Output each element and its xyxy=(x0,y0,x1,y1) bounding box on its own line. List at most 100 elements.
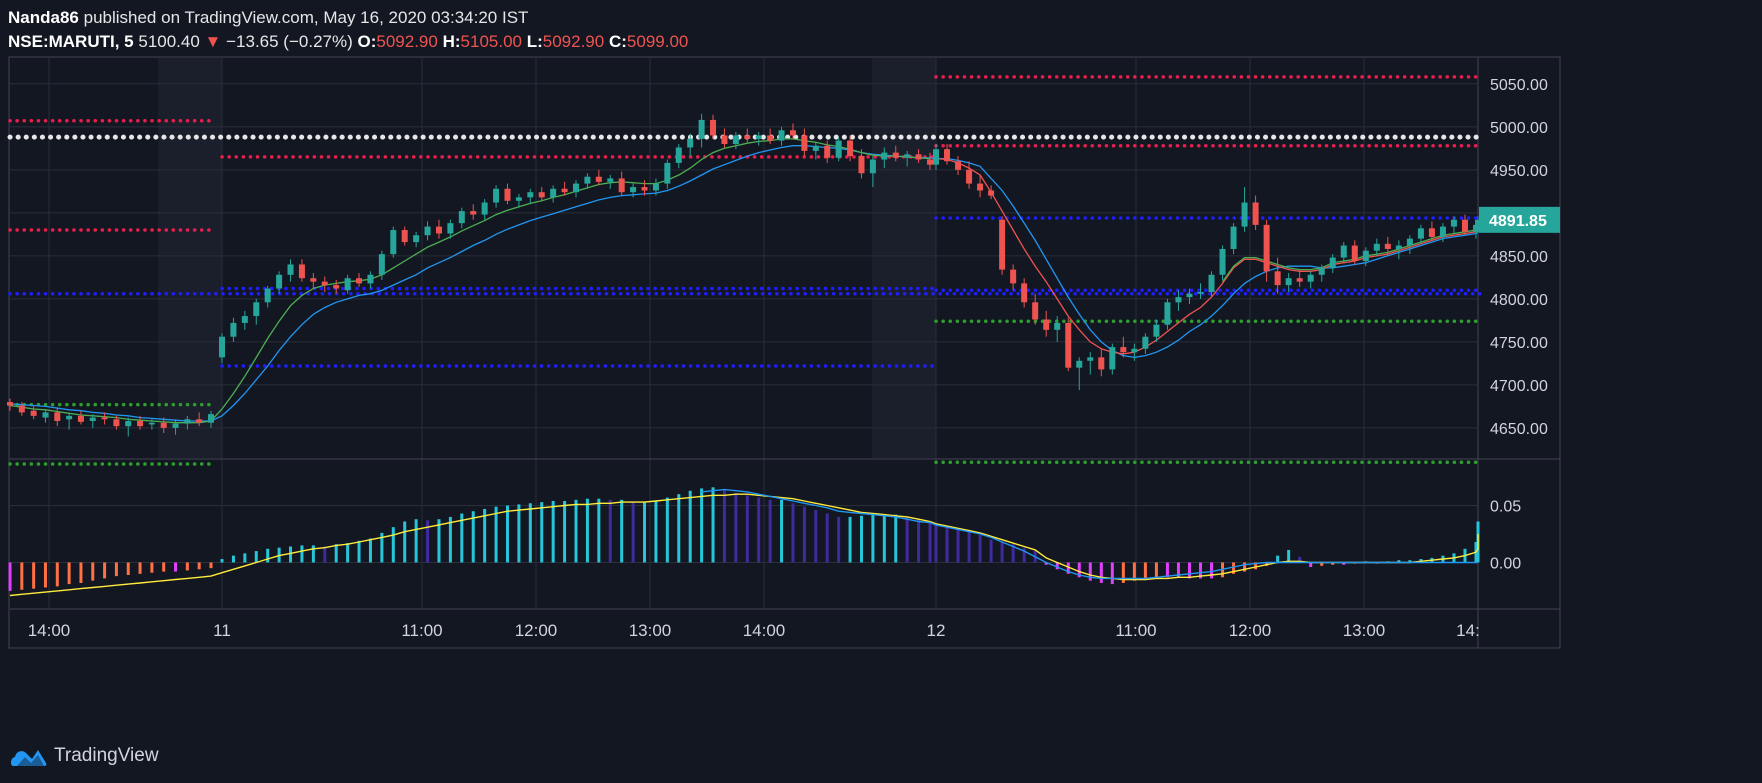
candle-body xyxy=(1208,274,1215,292)
candle-body xyxy=(858,156,865,174)
histogram-bar xyxy=(768,499,772,563)
histogram-bar xyxy=(1342,562,1346,565)
published-text: published on TradingView.com, May 16, 20… xyxy=(83,8,529,27)
histogram-bar xyxy=(20,562,24,590)
histogram-bar xyxy=(231,555,235,563)
candle-body xyxy=(321,281,328,286)
histogram-bar xyxy=(1143,562,1147,579)
candle-body xyxy=(1109,347,1116,370)
histogram-bar xyxy=(1165,562,1169,578)
histogram-bar xyxy=(643,502,647,563)
candle-body xyxy=(1076,360,1083,368)
histogram-bar xyxy=(1176,562,1180,578)
candle-body xyxy=(276,274,283,289)
histogram-bar xyxy=(945,526,949,563)
histogram-bar xyxy=(928,521,932,563)
candle-body xyxy=(1032,302,1039,320)
candle-body xyxy=(595,176,602,182)
histogram-bar xyxy=(734,493,738,563)
histogram-bar xyxy=(528,503,532,563)
candle-body xyxy=(230,322,237,337)
histogram-bar xyxy=(917,519,921,563)
candle-body xyxy=(527,192,534,198)
candle-body xyxy=(933,149,939,165)
candle-body xyxy=(1318,267,1325,275)
histogram-bar xyxy=(1022,547,1026,563)
candle-body xyxy=(550,188,557,198)
candle-body xyxy=(755,135,762,139)
osc-tick-label: 0.00 xyxy=(1490,555,1521,572)
session-shade xyxy=(158,58,222,458)
histogram-bar xyxy=(620,499,624,563)
chart-header: Nanda86 published on TradingView.com, Ma… xyxy=(8,6,688,54)
histogram-bar xyxy=(185,562,189,571)
histogram-bar xyxy=(483,508,487,563)
candle-body xyxy=(1230,226,1237,249)
time-tick-label: 12 xyxy=(927,621,946,640)
histogram-bar xyxy=(403,521,407,563)
candle-body xyxy=(208,414,214,423)
candle-body xyxy=(184,419,191,424)
price-tick-label: 5050.00 xyxy=(1490,77,1548,94)
price-tick-label: 4750.00 xyxy=(1490,335,1548,352)
candle-body xyxy=(1219,248,1226,275)
candle-body xyxy=(904,154,911,158)
candle-body xyxy=(1175,297,1182,303)
candle-body xyxy=(424,226,431,236)
time-tick-label: 14:00 xyxy=(743,621,786,640)
histogram-bar xyxy=(791,503,795,563)
candle-body xyxy=(732,135,739,145)
histogram-bar xyxy=(32,562,36,589)
price-tick-label: 4650.00 xyxy=(1490,421,1548,438)
candle-body xyxy=(944,149,951,162)
candle-body xyxy=(1450,219,1457,227)
histogram-bar xyxy=(1066,562,1070,574)
histogram-bar xyxy=(837,516,841,563)
candle-body xyxy=(652,183,659,191)
histogram-bar xyxy=(346,543,350,563)
histogram-bar xyxy=(197,562,201,570)
time-tick-label: 11:00 xyxy=(1115,621,1156,640)
candle-body xyxy=(101,417,108,420)
candle-body xyxy=(561,188,568,193)
candle-body xyxy=(675,147,682,163)
candle-body xyxy=(77,415,84,422)
histogram-bar xyxy=(688,490,692,563)
high-value: 5105.00 xyxy=(460,32,522,51)
histogram-bar xyxy=(8,562,12,591)
histogram-bar xyxy=(814,510,818,563)
candle-body xyxy=(435,226,442,234)
candle-body xyxy=(1054,322,1061,330)
candle-body xyxy=(1087,357,1094,361)
candle-body xyxy=(1351,245,1358,262)
time-tick-label: 11:00 xyxy=(401,621,442,640)
candle-body xyxy=(927,159,933,165)
histogram-bar xyxy=(825,513,829,563)
histogram-bar xyxy=(1088,562,1092,581)
candle-body xyxy=(367,274,374,284)
candle-body xyxy=(835,140,842,158)
publisher-name[interactable]: Nanda86 xyxy=(8,8,79,27)
open-label: O: xyxy=(357,32,377,51)
histogram-bar xyxy=(1187,562,1191,579)
histogram-bar xyxy=(574,499,578,563)
histogram-bar xyxy=(505,505,509,563)
candle-body xyxy=(1296,278,1303,282)
histogram-bar xyxy=(174,562,178,572)
histogram-bar xyxy=(585,498,589,563)
histogram-bar xyxy=(138,562,142,574)
histogram-bar xyxy=(665,497,669,563)
symbol-label[interactable]: NSE:MARUTI, 5 xyxy=(8,32,134,51)
histogram-bar xyxy=(1132,562,1136,581)
candle-body xyxy=(298,264,305,279)
histogram-bar xyxy=(426,520,430,563)
histogram-bar xyxy=(357,540,361,563)
tradingview-branding[interactable]: TradingView xyxy=(10,742,159,770)
histogram-bar xyxy=(1408,560,1412,563)
histogram-bar xyxy=(978,535,982,563)
candle-body xyxy=(219,336,225,358)
candle-body xyxy=(1120,347,1127,353)
candle-body xyxy=(1131,348,1138,353)
candle-body xyxy=(869,159,876,174)
